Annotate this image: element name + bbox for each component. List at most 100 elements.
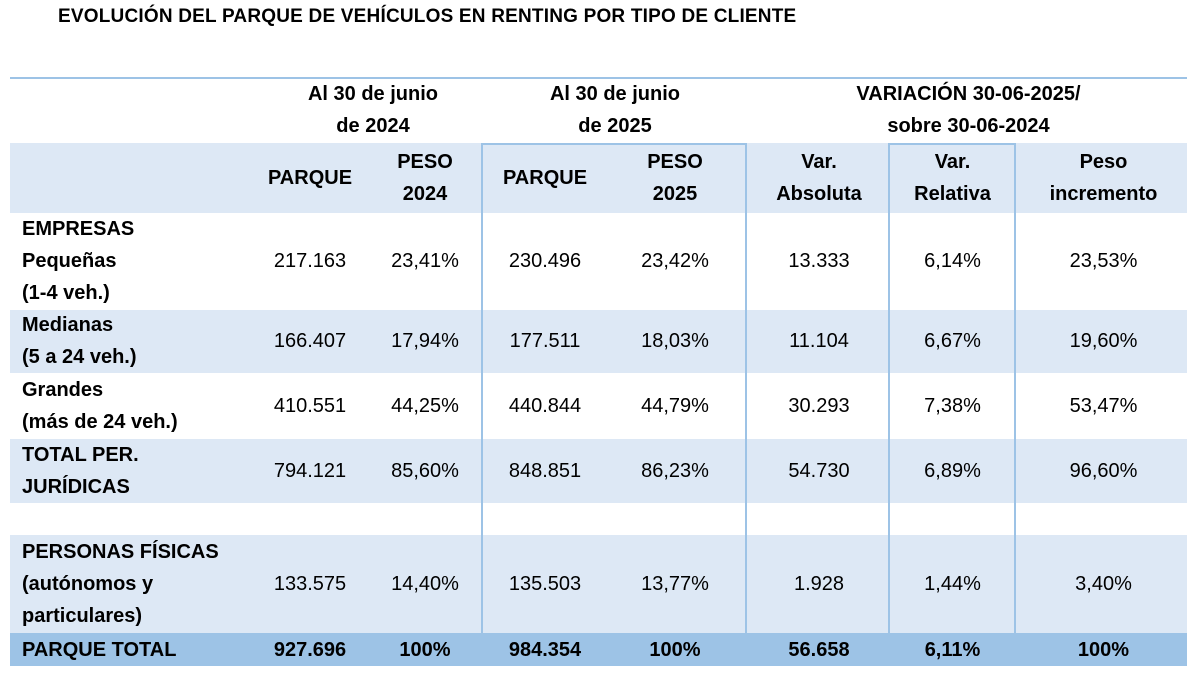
cell-parque-2025: 177.511 — [509, 330, 581, 352]
cell-var-relativa: 6,67% — [924, 330, 981, 352]
header-group-row: Al 30 de junio de 2024 Al 30 de junio de… — [10, 77, 1187, 143]
row-label: PERSONAS FÍSICAS (autónomos y particular… — [10, 535, 262, 633]
table-row: PERSONAS FÍSICAS (autónomos y particular… — [10, 535, 1187, 633]
box-relativa-bottom — [888, 664, 1016, 666]
col-header-parque-2025: PARQUE — [485, 143, 605, 213]
row-separator — [10, 373, 1187, 374]
cell-parque-2025: 848.851 — [508, 460, 582, 482]
cell-peso-2025: 100% — [649, 638, 701, 661]
renting-fleet-table: Al 30 de junio de 2024 Al 30 de junio de… — [10, 77, 1187, 666]
column-header-row: PARQUE PESO 2024 PARQUE PESO 2025 Var. A… — [10, 143, 1187, 213]
cell-peso-2025: 44,79% — [641, 395, 709, 417]
header-group-variation-line2: sobre 30-06-2024 — [887, 115, 1050, 137]
row-label-line: JURÍDICAS — [22, 476, 130, 498]
col-header-var-relativa: Var. Relativa — [890, 143, 1015, 213]
total-row: PARQUE TOTAL 927.696 100% 984.354 100% 5… — [10, 633, 1187, 666]
cell-peso-incremento: 23,53% — [1069, 250, 1138, 272]
cell-peso-2024: 14,40% — [391, 573, 459, 595]
box-2025-right — [745, 143, 747, 666]
cell-peso-incremento: 53,47% — [1069, 395, 1138, 417]
header-group-2025-line2: de 2025 — [578, 115, 652, 137]
cell-parque-2025: 230.496 — [508, 250, 582, 272]
col-header-parque-2024-text: PARQUE — [267, 167, 353, 189]
cell-var-absoluta: 54.730 — [788, 460, 850, 482]
row-label-line: (autónomos y — [22, 573, 154, 595]
col-header-var-absoluta: Var. Absoluta — [750, 143, 888, 213]
col-header-parque-2025-text: PARQUE — [502, 167, 588, 189]
row-label-line: (5 a 24 veh.) — [22, 346, 137, 368]
cell-var-absoluta: 13.333 — [788, 250, 850, 272]
cell-parque-2024: 794.121 — [273, 460, 347, 482]
box-2025-bottom — [481, 664, 747, 666]
table-row: TOTAL PER. JURÍDICAS 794.121 85,60% 848.… — [10, 439, 1187, 503]
cell-peso-2024: 44,25% — [391, 395, 459, 417]
row-label: Medianas (5 a 24 veh.) — [10, 309, 262, 373]
row-separator — [10, 309, 1187, 310]
cell-peso-incremento: 96,60% — [1069, 460, 1138, 482]
row-label-line: (más de 24 veh.) — [22, 411, 178, 433]
header-group-2024: Al 30 de junio de 2024 — [263, 77, 483, 143]
row-label-line: (1-4 veh.) — [22, 282, 110, 304]
header-group-2024-line2: de 2024 — [336, 115, 410, 137]
box-relativa-right — [1014, 143, 1016, 666]
box-relativa-top — [888, 143, 1016, 145]
col-header-var-relativa-line2: Relativa — [914, 183, 991, 205]
cell-parque-2024: 217.163 — [273, 250, 347, 272]
cell-peso-incremento: 3,40% — [1075, 573, 1132, 595]
cell-parque-2025: 440.844 — [508, 395, 582, 417]
cell-peso-incremento: 19,60% — [1069, 330, 1138, 352]
row-label-line: Pequeñas — [22, 250, 117, 272]
cell-var-relativa: 6,11% — [924, 638, 981, 661]
cell-var-relativa: 6,14% — [924, 250, 981, 272]
cell-parque-2024: 410.551 — [273, 395, 347, 417]
row-label-line: TOTAL PER. — [22, 444, 139, 466]
row-label: PARQUE TOTAL — [22, 638, 177, 661]
cell-peso-2024: 100% — [399, 638, 451, 661]
cell-peso-2024: 85,60% — [391, 460, 459, 482]
cell-parque-2024: 166.407 — [273, 330, 347, 352]
cell-peso-2024: 23,41% — [391, 250, 459, 272]
row-label-line: Medianas — [22, 314, 114, 336]
table-row: EMPRESAS Pequeñas (1-4 veh.) 217.163 23,… — [10, 213, 1187, 309]
col-header-peso-incremento-line1: Peso — [1079, 151, 1128, 173]
cell-var-relativa: 6,89% — [924, 460, 981, 482]
cell-peso-incremento: 100% — [1077, 638, 1130, 661]
row-label-line: PERSONAS FÍSICAS — [22, 541, 219, 563]
col-header-peso-2024-line1: PESO — [397, 151, 453, 173]
cell-parque-2024: 133.575 — [273, 573, 347, 595]
cell-peso-2024: 17,94% — [391, 330, 459, 352]
box-2025-top — [481, 143, 747, 145]
row-label-line: particulares) — [22, 605, 143, 627]
cell-var-absoluta: 30.293 — [788, 395, 850, 417]
cell-var-absoluta: 11.104 — [789, 330, 849, 352]
table-row: Grandes (más de 24 veh.) 410.551 44,25% … — [10, 373, 1187, 439]
row-label: Grandes (más de 24 veh.) — [10, 373, 262, 439]
header-group-2025-line1: Al 30 de junio — [549, 83, 681, 105]
cell-parque-2024: 927.696 — [273, 638, 347, 661]
row-label: EMPRESAS Pequeñas (1-4 veh.) — [10, 213, 262, 309]
cell-var-absoluta: 1.928 — [793, 573, 845, 595]
col-header-peso-2024-line2: 2024 — [402, 183, 448, 205]
table-top-rule — [10, 77, 1187, 79]
col-header-peso-incremento-line2: incremento — [1049, 183, 1158, 205]
cell-var-relativa: 1,44% — [924, 573, 981, 595]
box-2025-left — [481, 143, 483, 666]
col-header-peso-2025-line2: 2025 — [652, 183, 698, 205]
col-header-var-relativa-line1: Var. — [934, 151, 971, 173]
spacer-row — [10, 503, 1187, 535]
table-title: EVOLUCIÓN DEL PARQUE DE VEHÍCULOS EN REN… — [58, 6, 797, 27]
cell-parque-2025: 984.354 — [508, 638, 582, 661]
col-header-peso-2025: PESO 2025 — [620, 143, 730, 213]
cell-peso-2025: 86,23% — [641, 460, 709, 482]
col-header-var-absoluta-line1: Var. — [801, 151, 837, 173]
cell-parque-2025: 135.503 — [508, 573, 582, 595]
header-group-variation: VARIACIÓN 30-06-2025/ sobre 30-06-2024 — [750, 77, 1187, 143]
col-header-peso-2025-line1: PESO — [647, 151, 703, 173]
header-group-variation-line1: VARIACIÓN 30-06-2025/ — [856, 83, 1081, 105]
cell-peso-2025: 18,03% — [641, 330, 709, 352]
header-group-2024-line1: Al 30 de junio — [307, 83, 439, 105]
cell-var-absoluta: 56.658 — [788, 638, 850, 661]
header-group-2025: Al 30 de junio de 2025 — [500, 77, 730, 143]
row-label-line: EMPRESAS — [22, 218, 135, 240]
cell-peso-2025: 13,77% — [641, 573, 709, 595]
